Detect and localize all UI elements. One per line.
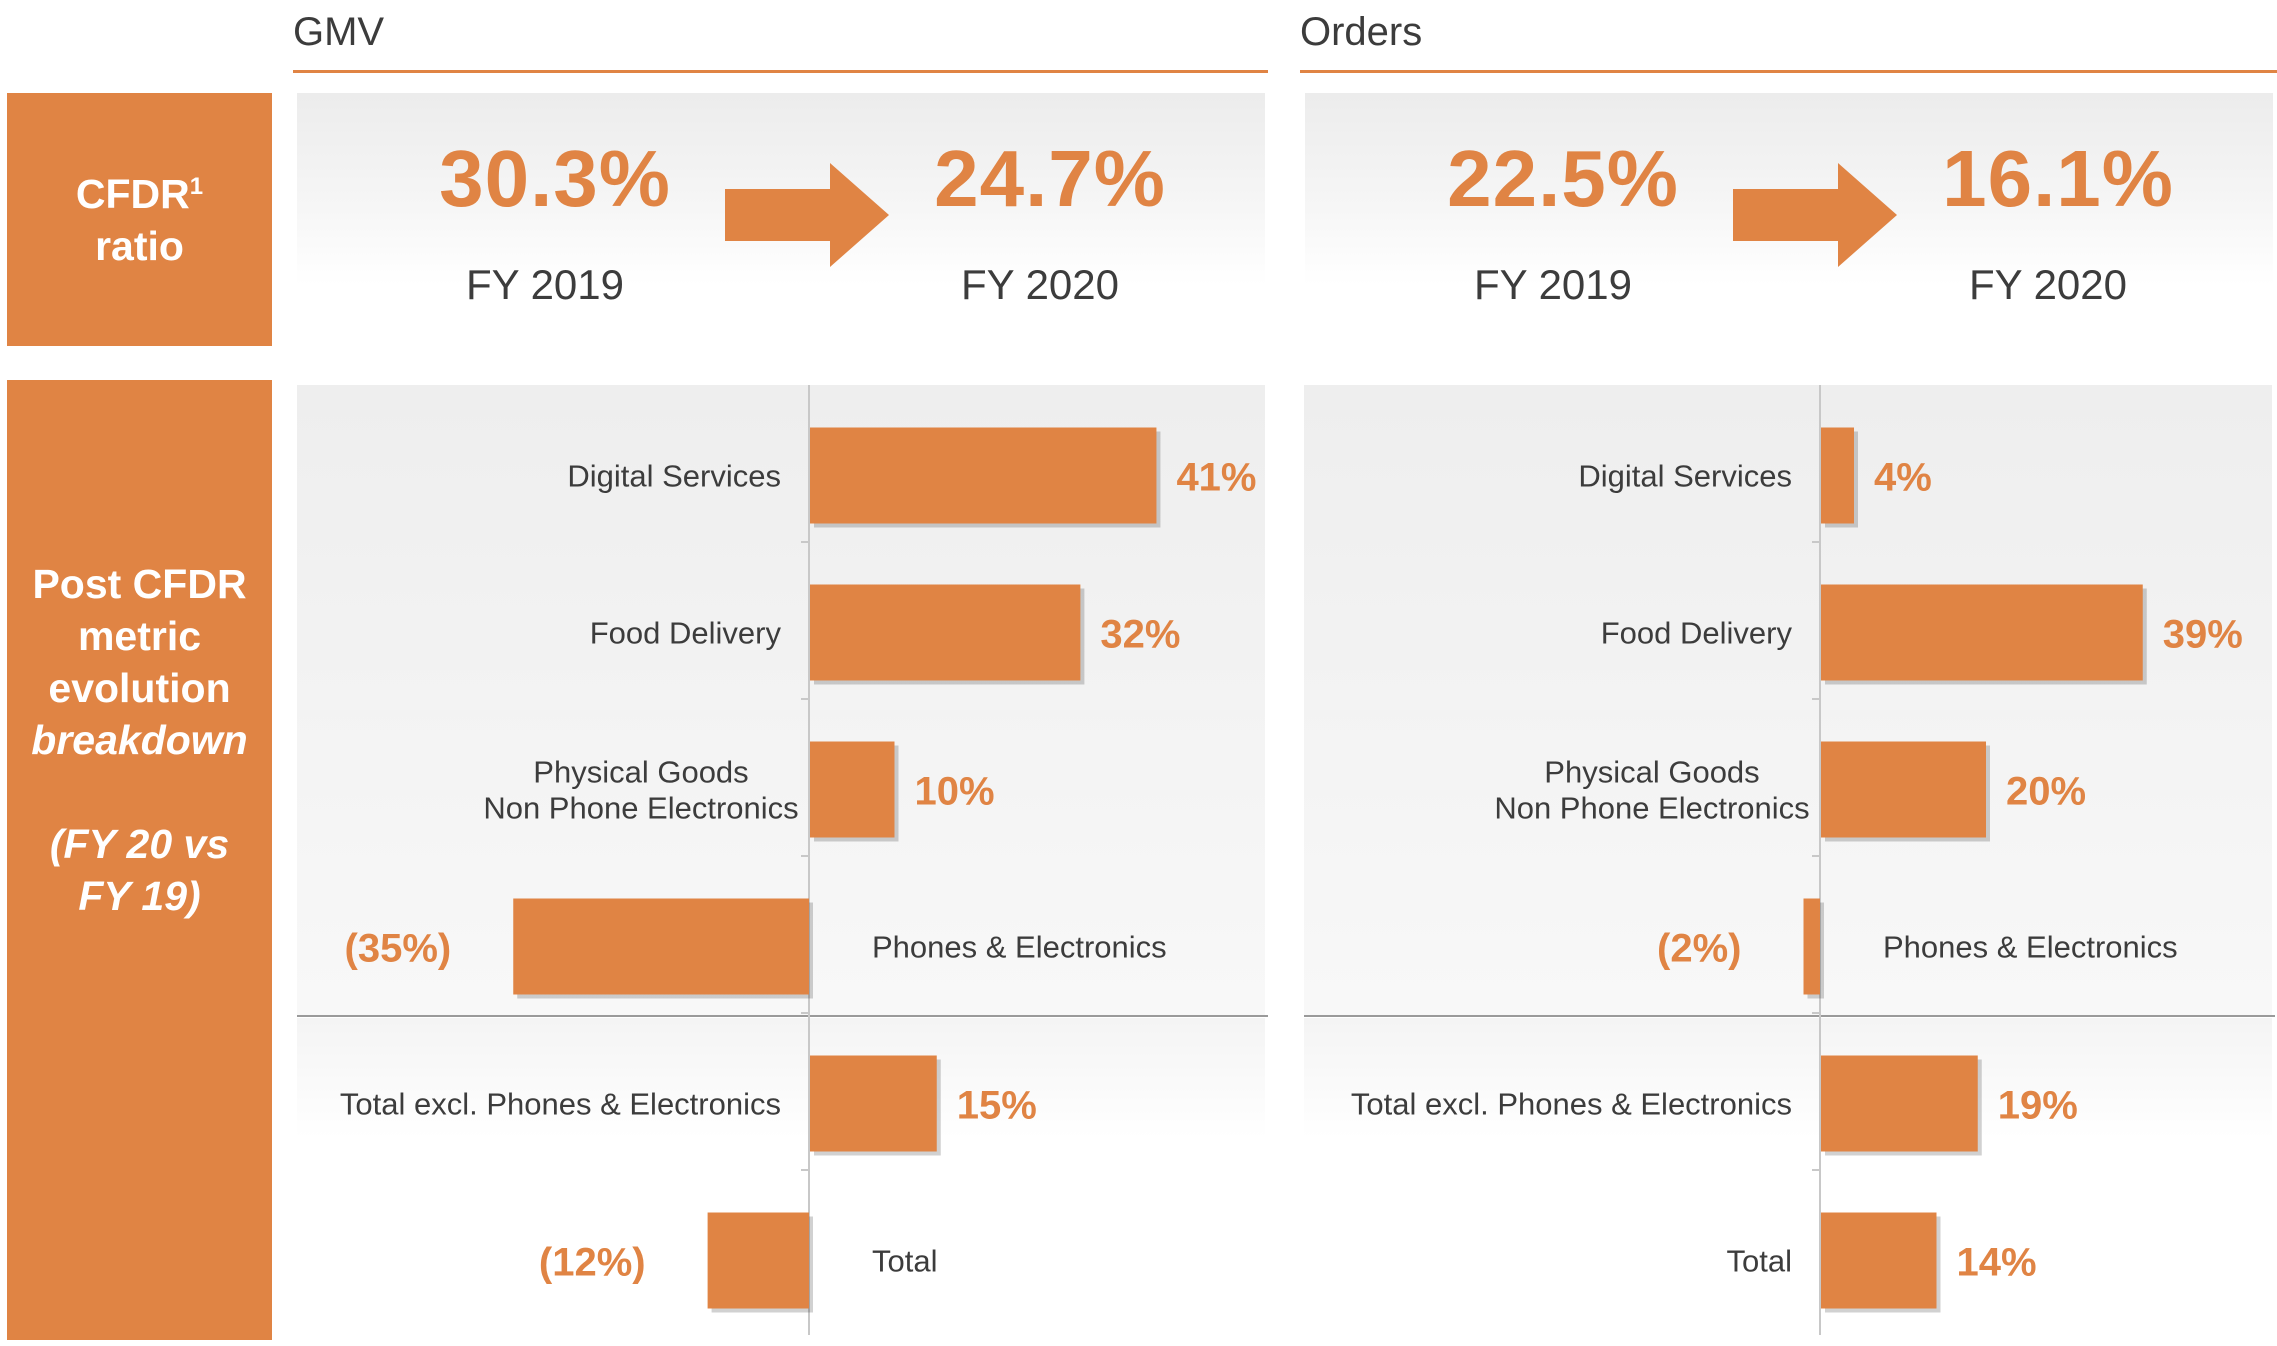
bar-total bbox=[707, 1212, 809, 1309]
category-label: Digital Services bbox=[1578, 459, 1792, 494]
bar-physical-goods-non-phone-electronics bbox=[1821, 741, 1986, 838]
orders-section-rule bbox=[1300, 70, 2277, 73]
bar-digital-services bbox=[810, 427, 1157, 524]
bar-total-excl-phones-electronics bbox=[1821, 1055, 1978, 1152]
orders-ratio-panel: 22.5% FY 2019 16.1% FY 2020 bbox=[1305, 93, 2273, 308]
category-label: Total excl. Phones & Electronics bbox=[340, 1087, 781, 1122]
arrow-right-icon bbox=[725, 163, 889, 267]
data-label: 20% bbox=[2006, 770, 2086, 814]
bar-physical-goods-non-phone-electronics bbox=[810, 741, 895, 838]
orders-section-title: Orders bbox=[1300, 10, 1423, 54]
ratio-label: ratio bbox=[95, 222, 184, 269]
bar-phones-electronics bbox=[513, 898, 809, 995]
category-label: Phones & Electronics bbox=[872, 930, 1167, 965]
gmv-ratio-fy2019-label: FY 2019 bbox=[465, 261, 624, 308]
gmv-section-title: GMV bbox=[293, 10, 385, 54]
data-label: 10% bbox=[915, 770, 995, 814]
post-cfdr-line5: (FY 20 vs bbox=[49, 821, 230, 867]
bar-food-delivery bbox=[1821, 584, 2143, 681]
post-cfdr-label-box: Post CFDR metric evolution breakdown (FY… bbox=[7, 380, 272, 1340]
orders-ratio-fy2019-value: 22.5% bbox=[1447, 134, 1679, 223]
cfdr-ratio-label-box: CFDR1 ratio bbox=[7, 93, 272, 346]
data-label: 32% bbox=[1100, 613, 1180, 657]
post-cfdr-line6: FY 19) bbox=[78, 873, 201, 919]
data-label: 41% bbox=[1176, 456, 1256, 500]
data-label: 19% bbox=[1998, 1084, 2078, 1128]
data-label: (35%) bbox=[345, 927, 452, 971]
category-label: Total excl. Phones & Electronics bbox=[1351, 1087, 1792, 1122]
orders-breakdown-chart: 4% Digital Services 39% Food Delivery 20% Phy… bbox=[1304, 385, 2275, 1335]
bar-food-delivery bbox=[810, 584, 1081, 681]
post-cfdr-line4: breakdown bbox=[31, 717, 248, 763]
data-label: 4% bbox=[1874, 456, 1932, 500]
data-label: 39% bbox=[2163, 613, 2243, 657]
orders-category-panel bbox=[1304, 385, 2272, 1015]
category-label: Food Delivery bbox=[1601, 616, 1793, 651]
gmv-section-rule bbox=[293, 70, 1268, 73]
category-label: Total bbox=[1727, 1244, 1792, 1279]
gmv-ratio-fy2020-label: FY 2020 bbox=[960, 261, 1119, 308]
category-label: Phones & Electronics bbox=[1883, 930, 2178, 965]
data-label: 14% bbox=[1957, 1241, 2037, 1285]
orders-ratio-fy2020-value: 16.1% bbox=[1942, 134, 2174, 223]
category-label: Physical Goods Non Phone Electronics bbox=[1494, 755, 1809, 826]
gmv-breakdown-chart: 41% Digital Services 32% Food Delivery 10% Ph… bbox=[297, 385, 1268, 1335]
category-label: Physical Goods Non Phone Electronics bbox=[483, 755, 798, 826]
data-label: (12%) bbox=[539, 1241, 646, 1285]
cfdr-label: CFDR bbox=[75, 170, 190, 217]
post-cfdr-line2: metric bbox=[77, 613, 202, 659]
data-label: 15% bbox=[957, 1084, 1037, 1128]
category-label: Digital Services bbox=[567, 459, 781, 494]
gmv-total-panel bbox=[297, 1018, 1265, 1138]
data-label: (2%) bbox=[1657, 927, 1741, 971]
bar-total bbox=[1821, 1212, 1937, 1309]
footnote-marker: 1 bbox=[189, 172, 204, 200]
gmv-ratio-fy2019-value: 30.3% bbox=[439, 134, 671, 223]
bar-digital-services bbox=[1821, 427, 1854, 524]
arrow-right-icon bbox=[1733, 163, 1897, 267]
gmv-ratio-panel: 30.3% FY 2019 24.7% FY 2020 bbox=[297, 93, 1265, 308]
bar-total-excl-phones-electronics bbox=[810, 1055, 937, 1152]
post-cfdr-line1: Post CFDR bbox=[32, 561, 247, 607]
orders-ratio-fy2019-label: FY 2019 bbox=[1473, 261, 1632, 308]
category-label: Food Delivery bbox=[590, 616, 782, 651]
category-label: Total bbox=[872, 1244, 937, 1279]
orders-total-panel bbox=[1304, 1018, 2272, 1138]
orders-ratio-fy2020-label: FY 2020 bbox=[1968, 261, 2127, 308]
bar-phones-electronics bbox=[1803, 898, 1820, 995]
post-cfdr-line3: evolution bbox=[48, 665, 231, 711]
gmv-ratio-fy2020-value: 24.7% bbox=[934, 134, 1166, 223]
